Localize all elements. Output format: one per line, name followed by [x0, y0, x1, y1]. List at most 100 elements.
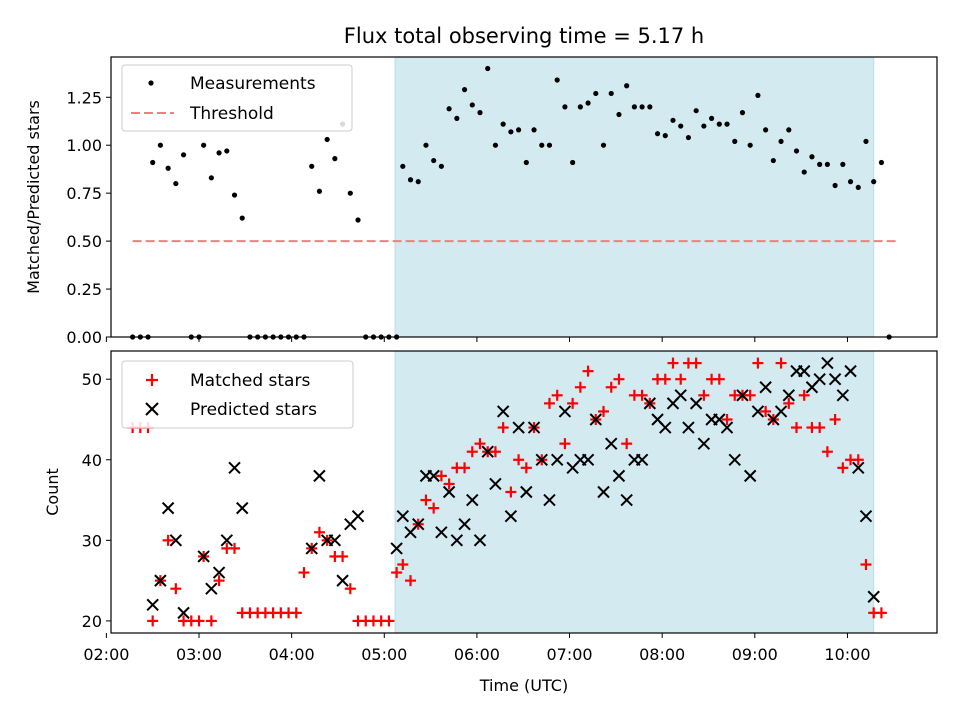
- measurement-point: [678, 123, 684, 129]
- predicted-star-point: [396, 509, 410, 523]
- top-marks: [130, 65, 897, 340]
- measurement-point: [616, 111, 622, 118]
- x-tick-label: 02:00: [83, 645, 129, 664]
- measurement-point: [747, 142, 753, 148]
- matched-star-point: [744, 389, 756, 401]
- predicted-star-point: [844, 364, 857, 378]
- matched-star-point: [621, 438, 633, 450]
- top-y-tick-label: 0.75: [66, 184, 102, 203]
- predicted-star-point: [435, 526, 448, 539]
- x-tick-label: 09:00: [732, 645, 778, 664]
- predicted-star-point: [220, 534, 234, 547]
- measurement-point: [316, 188, 323, 194]
- top-legend: Measurements Threshold: [121, 64, 353, 132]
- predicted-star-point: [836, 389, 850, 402]
- matched-star-point: [466, 446, 478, 458]
- measurement-point: [415, 179, 421, 185]
- matched-star-point: [497, 422, 509, 434]
- predicted-star-point: [535, 453, 548, 466]
- predicted-star-point: [620, 493, 633, 507]
- predicted-star-point: [728, 453, 741, 466]
- measurement-point: [708, 115, 715, 121]
- matched-star-point: [397, 559, 409, 571]
- predicted-star-point: [305, 542, 318, 555]
- matched-star-point: [775, 357, 787, 369]
- predicted-star-point: [720, 421, 734, 434]
- top-y-tick-label: 1.00: [66, 136, 102, 155]
- matched-star-point: [814, 422, 826, 434]
- legend-threshold-label: Threshold: [189, 104, 274, 124]
- top-y-tick-label: 0.50: [66, 232, 102, 251]
- measurement-point: [165, 165, 171, 171]
- measurement-point: [454, 115, 460, 121]
- measurement-point: [546, 142, 553, 148]
- matched-star-point: [405, 575, 417, 587]
- predicted-star-point: [236, 501, 249, 515]
- matched-star-point: [474, 438, 486, 450]
- measurement-point: [332, 156, 338, 162]
- measurement-point: [173, 180, 179, 187]
- x-tick-label: 04:00: [269, 645, 315, 664]
- measurement-point: [150, 159, 156, 166]
- chart-title: Flux total observing time = 5.17 h: [344, 24, 704, 48]
- matched-star-point: [435, 470, 447, 482]
- predicted-star-point: [458, 518, 471, 531]
- predicted-star-point: [798, 364, 811, 378]
- measurement-point: [840, 161, 846, 167]
- measurement-point: [492, 142, 499, 148]
- matched-star-point: [559, 438, 571, 450]
- measurement-point: [871, 179, 877, 185]
- measurement-point: [701, 123, 707, 129]
- measurement-point: [208, 175, 214, 181]
- measurement-point: [239, 215, 245, 221]
- predicted-star-point: [674, 389, 687, 402]
- bottom-marks: [127, 356, 887, 627]
- top-x-tick-marks: [105, 337, 848, 342]
- measurement-point: [670, 117, 676, 123]
- measurement-point: [817, 161, 823, 167]
- measurement-point: [647, 104, 653, 110]
- top-shaded-interval: [395, 57, 874, 337]
- measurement-point: [477, 110, 483, 116]
- x-tick-label: 08:00: [639, 645, 685, 664]
- matched-star-point: [543, 397, 555, 409]
- measurement-point: [157, 142, 164, 148]
- matched-star-point: [829, 413, 841, 425]
- matched-star-point: [213, 575, 225, 587]
- measurement-point: [562, 104, 568, 110]
- measurement-point: [461, 87, 468, 93]
- measurement-point: [539, 142, 545, 148]
- measurement-point: [716, 121, 722, 127]
- predicted-star-point: [828, 372, 842, 386]
- predicted-star-point: [161, 501, 175, 515]
- measurement-point: [523, 159, 529, 166]
- measurement-point: [201, 142, 207, 148]
- predicted-star-point: [351, 509, 365, 523]
- measurement-point: [693, 108, 699, 114]
- matched-star-point: [875, 607, 887, 619]
- bottom-legend: Matched stars Predicted stars: [121, 360, 354, 429]
- matched-star-point: [791, 422, 803, 434]
- predicted-star-point: [643, 397, 657, 410]
- predicted-star-point: [146, 598, 159, 612]
- predicted-star-point: [197, 550, 210, 563]
- predicted-star-point: [736, 389, 749, 402]
- predicted-star-point: [867, 590, 880, 603]
- bottom-x-axis: 02:00 03:00 04:00 05:00 06:00 07:00 08:00 09:00…: [83, 633, 871, 664]
- measurement-point: [531, 127, 537, 133]
- measurement-point: [570, 159, 576, 166]
- predicted-star-point: [821, 356, 834, 370]
- measurement-point: [216, 150, 222, 156]
- predicted-star-point: [336, 574, 349, 587]
- measurement-point: [593, 90, 599, 97]
- matched-star-point: [752, 357, 764, 369]
- bottom-y-tick-label: 50: [82, 370, 102, 389]
- predicted-star-point: [659, 421, 672, 434]
- matched-star-point: [713, 373, 725, 385]
- top-legend-box: [121, 64, 353, 132]
- matched-star-point: [551, 389, 563, 401]
- bottom-y-axis-label: Count: [43, 468, 62, 516]
- matched-star-point: [205, 615, 217, 627]
- predicted-star-point: [774, 405, 788, 418]
